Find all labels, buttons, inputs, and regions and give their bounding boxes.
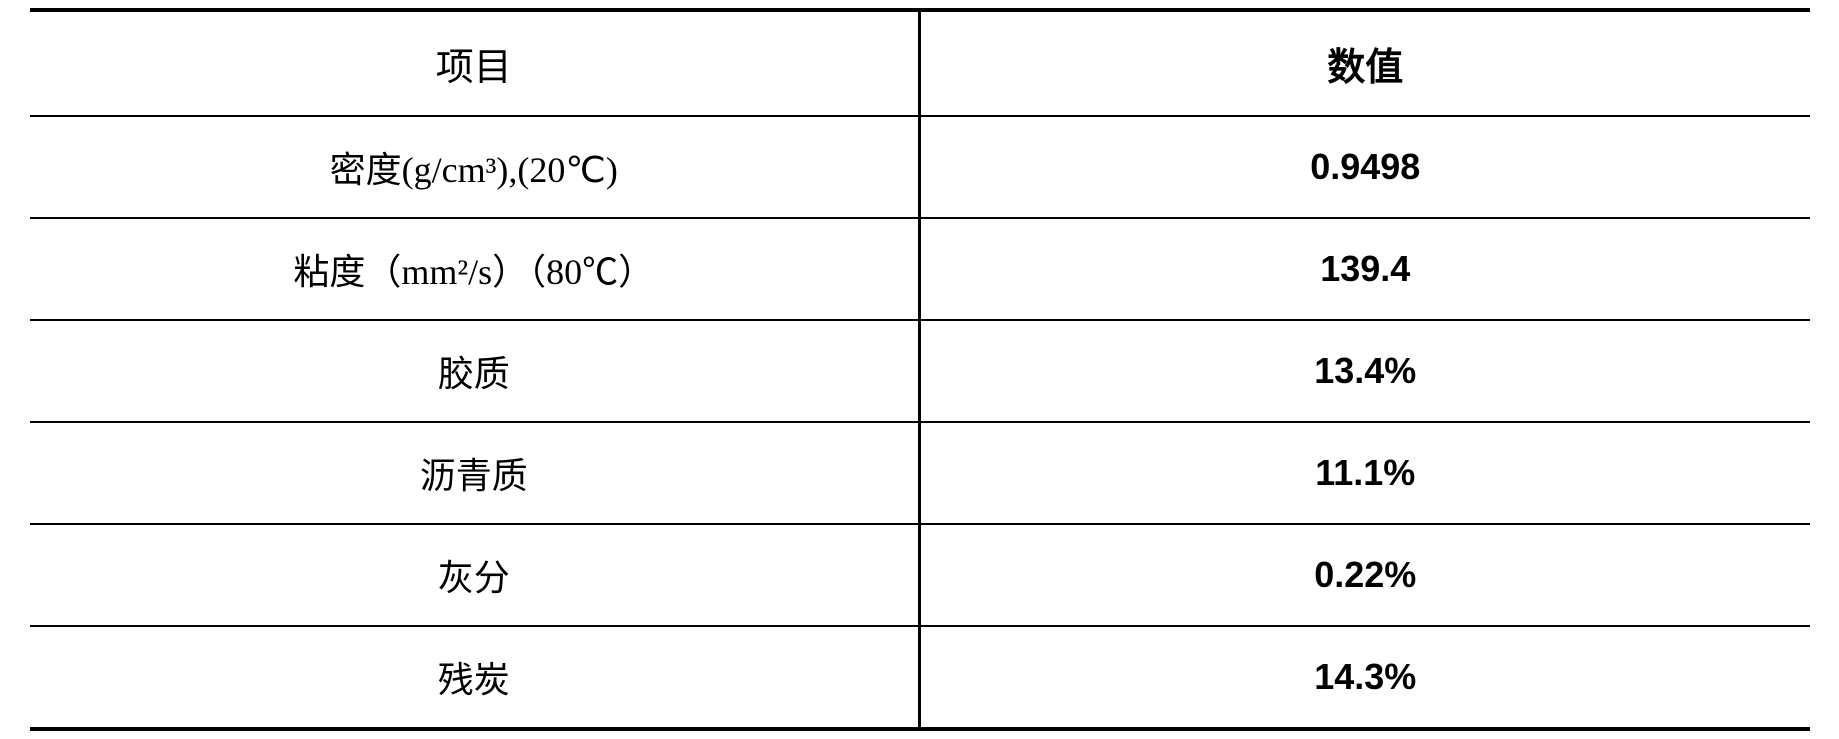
row-label: 沥青质	[30, 422, 920, 524]
row-value: 139.4	[920, 218, 1810, 320]
row-label: 胶质	[30, 320, 920, 422]
table-row: 胶质 13.4%	[30, 320, 1810, 422]
table-row: 密度(g/cm³),(20℃) 0.9498	[30, 116, 1810, 218]
row-label: 密度(g/cm³),(20℃)	[30, 116, 920, 218]
properties-table-container: 项目 数值 密度(g/cm³),(20℃) 0.9498 粘度（mm²/s）（8…	[30, 8, 1810, 731]
table-row: 粘度（mm²/s）（80℃） 139.4	[30, 218, 1810, 320]
column-header-item: 项目	[30, 10, 920, 116]
row-value: 13.4%	[920, 320, 1810, 422]
table-row: 沥青质 11.1%	[30, 422, 1810, 524]
row-value: 0.9498	[920, 116, 1810, 218]
row-label: 灰分	[30, 524, 920, 626]
row-label: 粘度（mm²/s）（80℃）	[30, 218, 920, 320]
column-header-value: 数值	[920, 10, 1810, 116]
properties-table: 项目 数值 密度(g/cm³),(20℃) 0.9498 粘度（mm²/s）（8…	[30, 8, 1810, 731]
row-value: 0.22%	[920, 524, 1810, 626]
table-row: 残炭 14.3%	[30, 626, 1810, 729]
row-label: 残炭	[30, 626, 920, 729]
table-row: 灰分 0.22%	[30, 524, 1810, 626]
row-value: 14.3%	[920, 626, 1810, 729]
table-header-row: 项目 数值	[30, 10, 1810, 116]
row-value: 11.1%	[920, 422, 1810, 524]
